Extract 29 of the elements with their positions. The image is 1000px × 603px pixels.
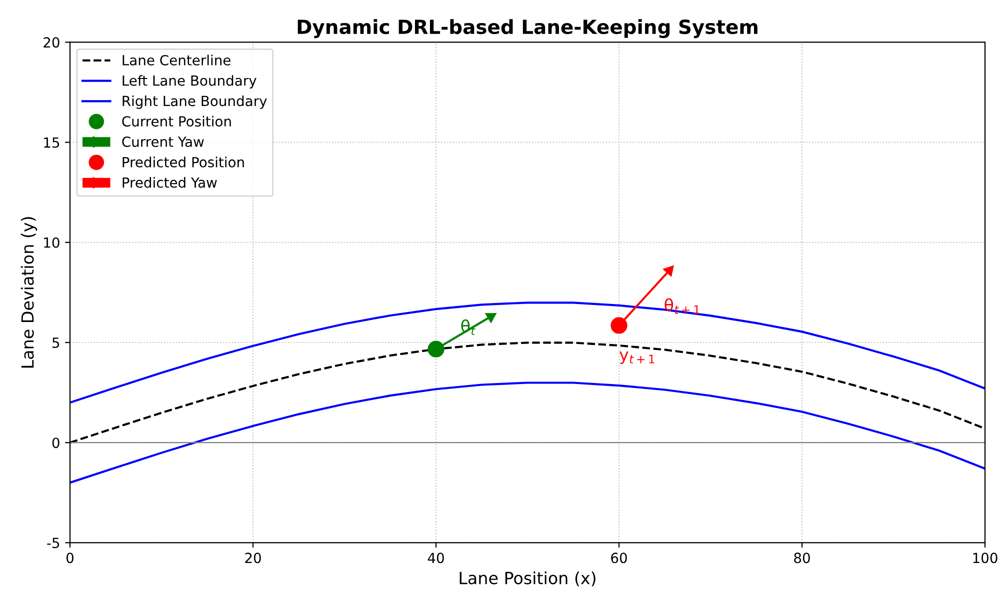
- annotation: θ$_{t+1}$: [664, 298, 700, 314]
- x-tick-label: 20: [245, 552, 261, 564]
- point: [485, 312, 496, 323]
- legend-label: Right Lane Boundary: [122, 95, 267, 109]
- legend-label: Left Lane Boundary: [122, 75, 256, 89]
- legend-label: Predicted Position: [122, 156, 244, 168]
- y-tick-label: 10: [44, 237, 60, 248]
- x-tick-label: 40: [428, 552, 444, 564]
- point: [428, 340, 444, 358]
- y-axis-title: Lane Deviation (y): [20, 217, 38, 368]
- x-tick-label: 60: [611, 552, 627, 564]
- y-tick-label: 20: [44, 37, 60, 48]
- legend-label: Lane Centerline: [122, 54, 230, 66]
- legend-label: Current Position: [122, 116, 231, 127]
- x-axis-title: Lane Position (x): [460, 571, 596, 586]
- point: [610, 317, 628, 334]
- annotation: y$_{t+1}$: [619, 351, 654, 364]
- point: [663, 266, 674, 276]
- line-series: [70, 382, 985, 484]
- y-tick-label: 0: [52, 438, 60, 448]
- x-tick-label: 80: [794, 552, 810, 564]
- legend-label: Current Yaw: [122, 136, 204, 148]
- chart-title: Dynamic DRL-based Lane-Keeping System: [298, 19, 758, 38]
- y-tick-label: 5: [52, 338, 60, 348]
- y-tick-label: 15: [44, 137, 60, 148]
- y-tick-label: -5: [47, 538, 60, 548]
- legend-label: Predicted Yaw: [122, 177, 217, 188]
- x-tick-label: 0: [66, 552, 74, 564]
- x-tick-label: 100: [973, 552, 998, 564]
